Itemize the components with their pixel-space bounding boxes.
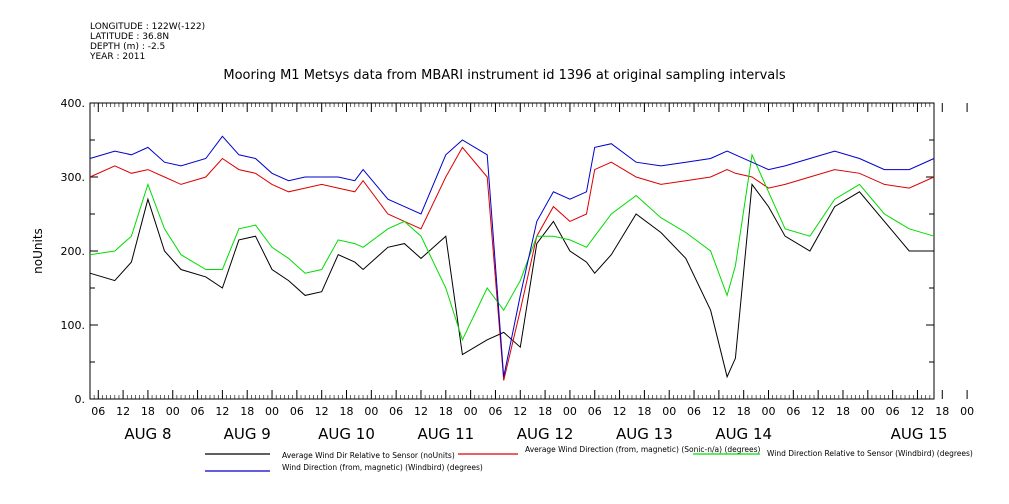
legend-label-3: Wind Direction Relative to Sensor (Windb… xyxy=(767,449,973,458)
x-tick-label: 12 xyxy=(513,405,527,418)
y-tick-label: 0. xyxy=(75,393,86,406)
x-tick-label: 06 xyxy=(488,405,502,418)
x-tick-label: 12 xyxy=(811,405,825,418)
x-tick-label: 00 xyxy=(762,405,776,418)
x-tick-label: 06 xyxy=(786,405,800,418)
x-tick-label: 18 xyxy=(637,405,651,418)
x-tick-label: 18 xyxy=(737,405,751,418)
x-tick-label: 18 xyxy=(439,405,453,418)
legend-label-1: Average Wind Dir Relative to Sensor (noU… xyxy=(282,451,455,460)
day-label: AUG 11 xyxy=(417,425,474,443)
station-metadata: LONGITUDE : 122W(-122) LATITUDE : 36.8N … xyxy=(90,22,205,62)
meta-latitude: LATITUDE : 36.8N xyxy=(90,32,170,42)
plot-frame xyxy=(89,102,935,400)
x-tick-label: 12 xyxy=(315,405,329,418)
x-tick-label: 00 xyxy=(861,405,875,418)
day-label: AUG 12 xyxy=(517,425,574,443)
y-axis-label: noUnits xyxy=(31,228,45,274)
x-tick-label: 18 xyxy=(141,405,155,418)
x-tick-label: 00 xyxy=(166,405,180,418)
meta-depth: DEPTH (m) : -2.5 xyxy=(90,42,166,52)
x-tick-label: 12 xyxy=(613,405,627,418)
x-tick-label: 18 xyxy=(836,405,850,418)
day-label: AUG 9 xyxy=(224,425,271,443)
x-tick-label: 00 xyxy=(464,405,478,418)
x-tick-label: 18 xyxy=(538,405,552,418)
x-tick-label: 18 xyxy=(935,405,949,418)
x-tick-label: 00 xyxy=(364,405,378,418)
legend-label-2: Average Wind Direction (from, magnetic) … xyxy=(525,445,761,454)
x-tick-label: 12 xyxy=(215,405,229,418)
legend-label-4: Wind Direction (from, magnetic) (Windbir… xyxy=(282,463,483,472)
day-label: AUG 10 xyxy=(318,425,375,443)
x-tick-label: 06 xyxy=(886,405,900,418)
y-tick-label: 200. xyxy=(61,245,86,258)
day-label: AUG 8 xyxy=(124,425,171,443)
x-tick-label: 12 xyxy=(414,405,428,418)
day-label: AUG 15 xyxy=(891,425,948,443)
x-tick-label: 06 xyxy=(389,405,403,418)
y-tick-label: 300. xyxy=(61,171,86,184)
x-tick-label: 00 xyxy=(662,405,676,418)
x-tick-label: 00 xyxy=(265,405,279,418)
x-tick-label: 06 xyxy=(191,405,205,418)
x-tick-label: 06 xyxy=(588,405,602,418)
meta-year: YEAR : 2011 xyxy=(90,52,146,62)
x-tick-label: 12 xyxy=(712,405,726,418)
series-line-4 xyxy=(89,135,935,377)
x-tick-label: 06 xyxy=(91,405,105,418)
chart-title: Mooring M1 Metsys data from MBARI instru… xyxy=(223,68,786,83)
x-tick-label: 00 xyxy=(960,405,974,418)
series-line-1 xyxy=(89,183,934,379)
x-tick-label: 18 xyxy=(340,405,354,418)
x-tick-label: 12 xyxy=(910,405,924,418)
meta-longitude: LONGITUDE : 122W(-122) xyxy=(90,22,206,32)
x-tick-label: 12 xyxy=(116,405,130,418)
series-line-2 xyxy=(89,146,935,381)
y-tick-label: 100. xyxy=(61,319,86,332)
day-label: AUG 13 xyxy=(616,425,673,443)
x-tick-label: 00 xyxy=(563,405,577,418)
day-label: AUG 14 xyxy=(715,425,772,443)
x-tick-label: 06 xyxy=(290,405,304,418)
y-tick-label: 400. xyxy=(61,97,86,110)
x-tick-label: 06 xyxy=(687,405,701,418)
x-tick-label: 18 xyxy=(240,405,254,418)
series-line-3 xyxy=(89,153,935,342)
